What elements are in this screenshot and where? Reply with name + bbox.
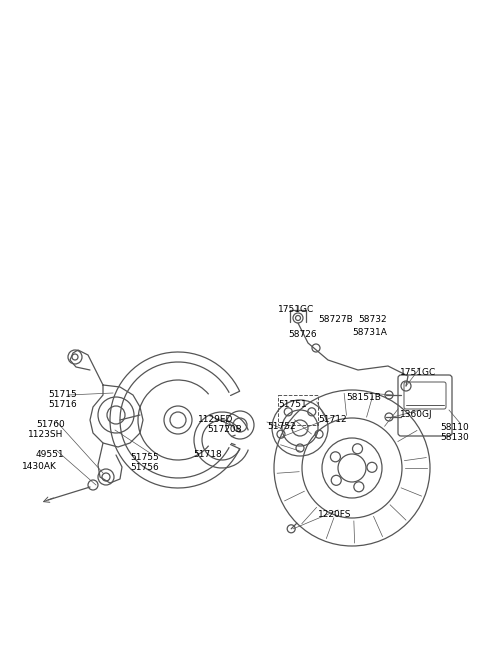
Bar [278, 395, 318, 425]
Text: 58151B: 58151B [346, 393, 381, 402]
Text: 51715: 51715 [48, 390, 77, 399]
Text: 58732: 58732 [358, 315, 386, 324]
Text: 58110: 58110 [440, 423, 469, 432]
Text: 51751: 51751 [278, 400, 307, 409]
Text: 1430AK: 1430AK [22, 462, 57, 471]
Text: 51720B: 51720B [207, 425, 242, 434]
Text: 51756: 51756 [130, 463, 159, 472]
Text: 1751GC: 1751GC [400, 368, 436, 377]
Text: 1129ED: 1129ED [198, 415, 233, 424]
Text: 51718: 51718 [193, 450, 222, 459]
Text: 1360GJ: 1360GJ [400, 410, 432, 419]
Text: 58130: 58130 [440, 433, 469, 442]
Text: 58726: 58726 [288, 330, 317, 339]
Text: 51716: 51716 [48, 400, 77, 409]
Text: 58727B: 58727B [318, 315, 353, 324]
Text: 58731A: 58731A [352, 328, 387, 337]
Text: 51760: 51760 [36, 420, 65, 429]
Text: 51712: 51712 [318, 415, 347, 424]
Text: 51752: 51752 [267, 422, 296, 431]
Text: 1123SH: 1123SH [28, 430, 63, 439]
Text: 51755: 51755 [130, 453, 159, 462]
Text: 1220FS: 1220FS [318, 510, 351, 519]
Text: 1751GC: 1751GC [278, 305, 314, 314]
Text: 49551: 49551 [36, 450, 65, 459]
